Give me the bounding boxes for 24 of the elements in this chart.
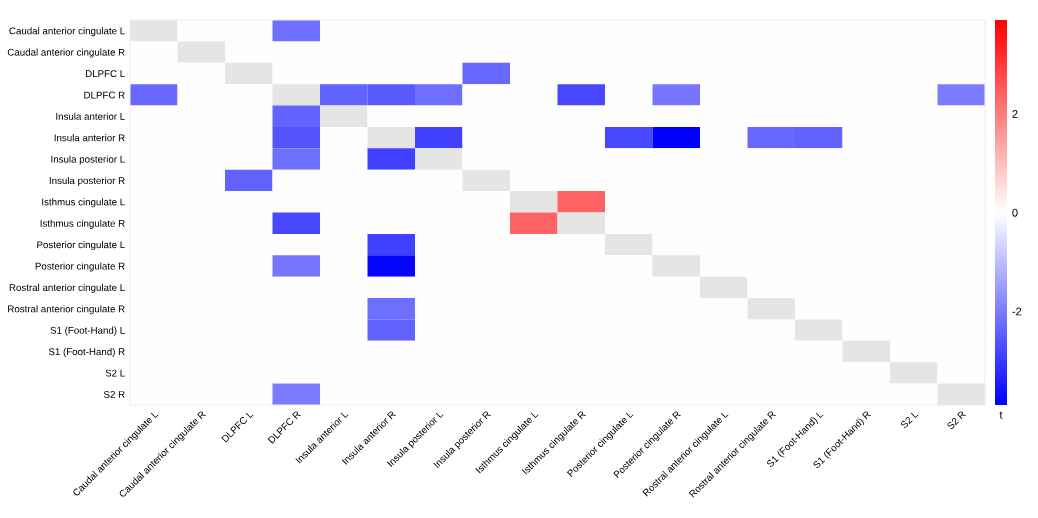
y-tick-label: Insula anterior R bbox=[54, 134, 125, 142]
y-tick-label: Posterior cingulate R bbox=[35, 262, 125, 272]
y-tick-label: Insula anterior L bbox=[56, 112, 125, 120]
y-tick-label: DLPFC R bbox=[84, 91, 125, 99]
y-tick-label: Rostral anterior cingulate R bbox=[8, 305, 125, 315]
y-tick-label: Posterior cingulate L bbox=[37, 241, 125, 251]
y-tick-label: Isthmus cingulate R bbox=[40, 219, 125, 229]
color-bar-title: t bbox=[999, 411, 1003, 419]
y-tick-label: S2 L bbox=[105, 369, 125, 377]
y-tick-label: Rostral anterior cingulate L bbox=[9, 283, 125, 293]
y-tick-label: Caudal anterior cingulate R bbox=[7, 48, 125, 58]
y-tick-label: S1 (Foot-Hand) L bbox=[50, 326, 125, 336]
y-tick-label: S2 R bbox=[103, 391, 125, 398]
y-tick-label: Insula posterior L bbox=[51, 155, 125, 165]
y-tick-label: Caudal anterior cingulate L bbox=[9, 27, 125, 37]
color-bar-label: -2 bbox=[1012, 307, 1022, 316]
x-tick-label: S2 L bbox=[900, 410, 919, 429]
y-tick-label: S1 (Foot-Hand) R bbox=[48, 348, 125, 358]
y-tick-label: Insula posterior R bbox=[49, 176, 125, 186]
color-bar-label: 0 bbox=[1012, 208, 1018, 217]
y-tick-label: DLPFC L bbox=[85, 70, 125, 78]
y-tick-label: Isthmus cingulate L bbox=[42, 198, 125, 208]
x-tick-label: S2 R bbox=[946, 410, 966, 430]
color-bar-label: 2 bbox=[1012, 110, 1018, 118]
